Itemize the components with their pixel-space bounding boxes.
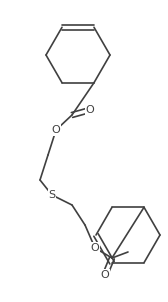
Text: O: O: [52, 125, 60, 135]
Text: O: O: [101, 270, 109, 280]
Text: O: O: [86, 105, 94, 115]
Text: S: S: [48, 190, 56, 200]
Text: O: O: [91, 243, 99, 253]
